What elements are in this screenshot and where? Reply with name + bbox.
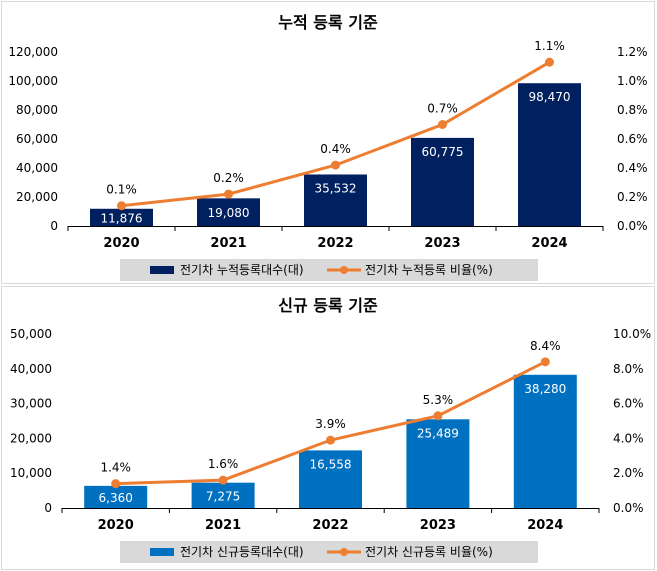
ratio-point <box>326 435 335 445</box>
x-category-label: 2024 <box>531 236 567 251</box>
bar <box>299 450 362 508</box>
y2-tick-label: 2.0% <box>613 466 644 480</box>
ratio-label: 1.4% <box>100 461 131 475</box>
bar <box>411 137 474 226</box>
new-registration-chart: 신규 등록 기준 0 10,000 20,000 30,000 40,000 50,000 0… <box>10 296 651 563</box>
y-tick-label: 40,000 <box>16 161 58 175</box>
ratio-point <box>540 357 550 367</box>
x-category-label: 2022 <box>317 236 353 251</box>
legend-bar-swatch <box>150 266 174 274</box>
bar-value-label: 98,470 <box>529 90 571 104</box>
bar-value-label: 6,360 <box>99 491 133 505</box>
bar <box>90 208 153 226</box>
y2-tick-label: 4.0% <box>613 431 644 445</box>
x-category-label: 2020 <box>98 518 134 533</box>
x-category-label: 2021 <box>205 518 241 533</box>
y-tick-label: 0 <box>50 219 58 233</box>
bar-value-label: 38,280 <box>524 382 566 396</box>
ratio-label: 0.2% <box>213 171 244 185</box>
y-tick-label: 60,000 <box>16 132 58 146</box>
ratio-point <box>111 479 121 489</box>
ratio-label: 3.9% <box>315 417 346 431</box>
legend-line-marker <box>340 266 348 274</box>
bar-value-label: 19,080 <box>208 206 250 220</box>
y2-tick-label: 10.0% <box>613 327 651 341</box>
ratio-label: 0.4% <box>320 142 351 156</box>
ratio-point <box>224 189 233 199</box>
x-category-label: 2021 <box>210 236 246 251</box>
ratio-point <box>117 201 126 211</box>
y2-tick-label: 1.0% <box>617 74 648 88</box>
bar <box>513 374 577 508</box>
y-tick-label: 0 <box>44 501 52 515</box>
y-tick-label: 50,000 <box>10 327 52 341</box>
y-tick-label: 80,000 <box>16 103 58 117</box>
legend-line-label: 전기차 누적등록 비율(%) <box>365 263 493 277</box>
bar <box>197 198 260 226</box>
ratio-label: 1.1% <box>534 39 565 53</box>
y-tick-label: 40,000 <box>10 362 52 376</box>
bar <box>191 482 255 508</box>
ratio-label: 1.6% <box>208 457 239 471</box>
cumulative-chart-panel: 누적 등록 기준 0 20,000 40,000 60,000 80,000 100,000… <box>1 1 655 284</box>
bar <box>406 419 470 508</box>
new-registration-chart-panel: 신규 등록 기준 0 10,000 20,000 30,000 40,000 50,000 0… <box>1 286 655 570</box>
x-category-label: 2024 <box>527 518 563 533</box>
ratio-label: 0.7% <box>427 102 458 116</box>
y2-tick-label: 0.0% <box>613 501 644 515</box>
bar-value-label: 60,775 <box>422 145 464 159</box>
cumulative-chart: 누적 등록 기준 0 20,000 40,000 60,000 80,000 100,000… <box>8 13 648 281</box>
ratio-point <box>433 411 443 421</box>
y2-tick-label: 0.2% <box>617 190 648 204</box>
bar-value-label: 11,876 <box>101 211 143 225</box>
ratio-point <box>545 57 554 67</box>
y2-tick-label: 1.2% <box>617 45 648 59</box>
x-category-label: 2023 <box>424 236 460 251</box>
y-tick-label: 120,000 <box>8 45 58 59</box>
legend-bar-swatch <box>150 548 174 556</box>
chart-title: 신규 등록 기준 <box>278 296 378 315</box>
y2-tick-label: 0.0% <box>617 219 648 233</box>
y-tick-label: 10,000 <box>10 466 52 480</box>
y2-tick-label: 6.0% <box>613 397 644 411</box>
ratio-label: 8.4% <box>530 339 561 353</box>
legend-line-marker <box>340 548 348 556</box>
ratio-label: 0.1% <box>106 183 137 197</box>
y2-tick-label: 0.4% <box>617 161 648 175</box>
legend-bar-label: 전기차 신규등록대수(대) <box>180 545 304 559</box>
x-category-label: 2023 <box>420 518 456 533</box>
x-category-label: 2022 <box>312 518 348 533</box>
y2-tick-label: 0.6% <box>617 132 648 146</box>
bar <box>518 83 581 226</box>
ratio-point <box>438 120 447 129</box>
legend-line-label: 전기차 신규등록 비율(%) <box>365 545 493 559</box>
bar <box>304 174 367 226</box>
y2-tick-label: 8.0% <box>613 362 644 376</box>
bar-value-label: 35,532 <box>315 181 357 195</box>
bar <box>84 485 148 508</box>
y-tick-label: 20,000 <box>16 190 58 204</box>
y2-tick-label: 0.8% <box>617 103 648 117</box>
y-tick-label: 30,000 <box>10 397 52 411</box>
y-tick-label: 100,000 <box>8 74 58 88</box>
bar-value-label: 7,275 <box>206 489 240 503</box>
bar-value-label: 25,489 <box>417 426 459 440</box>
y-tick-label: 20,000 <box>10 431 52 445</box>
ratio-point <box>218 475 228 485</box>
ratio-point <box>331 160 340 170</box>
ratio-label: 5.3% <box>423 393 454 407</box>
bar-value-label: 16,558 <box>310 457 352 471</box>
x-category-label: 2020 <box>103 236 139 251</box>
legend-bar-label: 전기차 누적등록대수(대) <box>180 263 304 277</box>
chart-title: 누적 등록 기준 <box>278 13 378 32</box>
